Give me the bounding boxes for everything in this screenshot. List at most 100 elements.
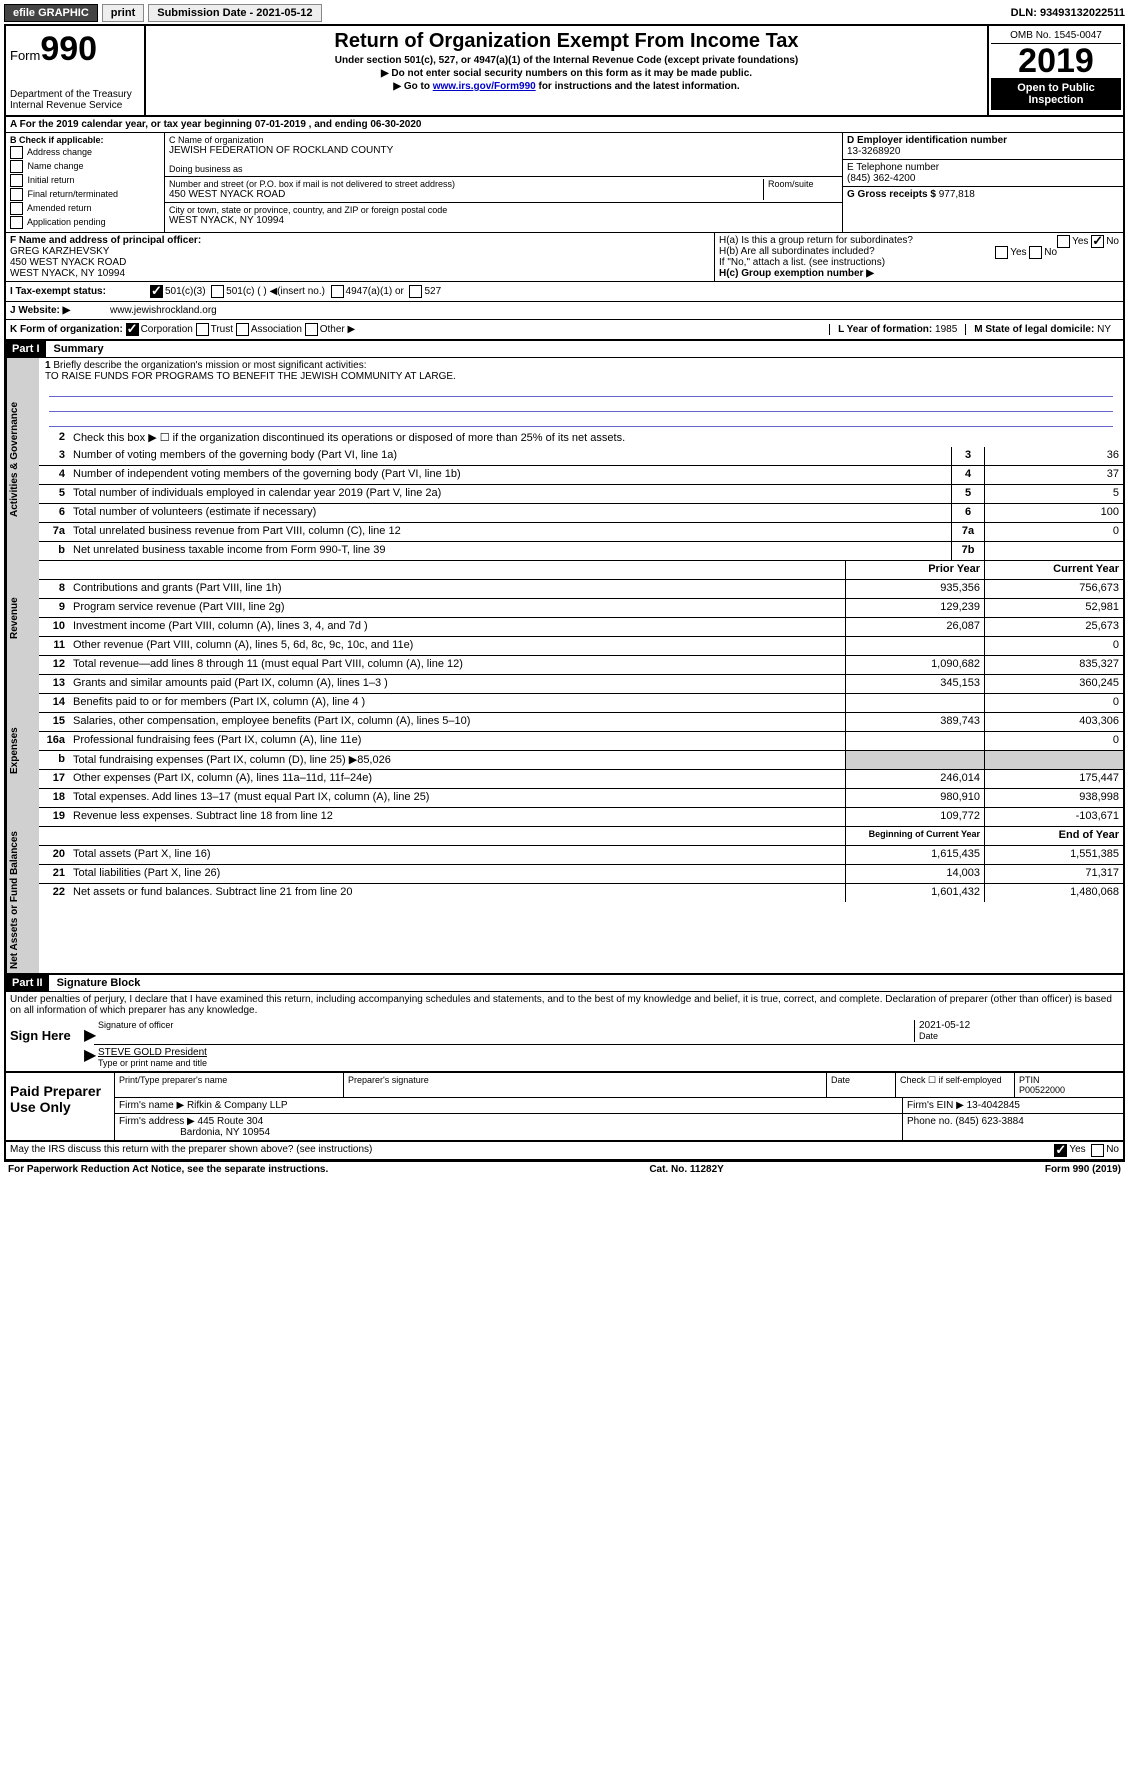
revenue-section: Revenue Prior YearCurrent Year 8Contribu… (6, 561, 1123, 675)
cb-527[interactable] (409, 285, 422, 298)
pra-notice: For Paperwork Reduction Act Notice, see … (8, 1164, 328, 1175)
line20: Total assets (Part X, line 16) (69, 846, 845, 864)
h-note: If "No," attach a list. (see instruction… (719, 257, 1119, 268)
val7a: 0 (984, 523, 1123, 541)
p13: 345,153 (845, 675, 984, 693)
p9: 129,239 (845, 599, 984, 617)
val6: 100 (984, 504, 1123, 522)
section-h: H(a) Is this a group return for subordin… (715, 233, 1123, 281)
section-deg: D Employer identification number 13-3268… (843, 133, 1123, 232)
val7b (984, 542, 1123, 560)
p18: 980,910 (845, 789, 984, 807)
room-label: Room/suite (763, 179, 838, 200)
org-name: JEWISH FEDERATION OF ROCKLAND COUNTY (169, 145, 838, 156)
end-year-header: End of Year (984, 827, 1123, 845)
header-center: Return of Organization Exempt From Incom… (146, 26, 987, 115)
paid-preparer: Paid Preparer Use Only Print/Type prepar… (6, 1073, 1123, 1142)
g-label: G Gross receipts $ (847, 189, 939, 200)
begin-year-header: Beginning of Current Year (845, 827, 984, 845)
part2-header: Part II Signature Block (6, 975, 1123, 992)
cb-discuss-yes[interactable] (1054, 1144, 1067, 1157)
cb-name-change[interactable]: Name change (10, 160, 160, 173)
line2: Check this box ▶ ☐ if the organization d… (69, 429, 1123, 447)
year-formation: 1985 (935, 324, 957, 335)
d-label: D Employer identification number (847, 135, 1007, 146)
form-990: Form990 Department of the Treasury Inter… (4, 24, 1125, 1162)
firm-addr: 445 Route 304 (198, 1116, 264, 1127)
line13: Grants and similar amounts paid (Part IX… (69, 675, 845, 693)
p22: 1,601,432 (845, 884, 984, 902)
c-name-label: C Name of organization (169, 135, 838, 145)
header-sub3: ▶ Go to www.irs.gov/Form990 for instruct… (150, 81, 983, 92)
p15: 389,743 (845, 713, 984, 731)
line22: Net assets or fund balances. Subtract li… (69, 884, 845, 902)
c13: 360,245 (984, 675, 1123, 693)
c21: 71,317 (984, 865, 1123, 883)
cb-other[interactable] (305, 323, 318, 336)
c20: 1,551,385 (984, 846, 1123, 864)
cb-initial-return[interactable]: Initial return (10, 174, 160, 187)
city-label: City or town, state or province, country… (169, 205, 838, 215)
instructions-link[interactable]: www.irs.gov/Form990 (433, 81, 536, 92)
cb-address-change[interactable]: Address change (10, 146, 160, 159)
c18: 938,998 (984, 789, 1123, 807)
ha-label: H(a) Is this a group return for subordin… (719, 235, 913, 246)
cb-app-pending[interactable]: Application pending (10, 216, 160, 229)
section-j: J Website: ▶ www.jewishrockland.org (6, 302, 1123, 320)
section-f: F Name and address of principal officer:… (6, 233, 715, 281)
prep-date-label: Date (827, 1073, 896, 1097)
e-label: E Telephone number (847, 162, 939, 173)
line17: Other expenses (Part IX, column (A), lin… (69, 770, 845, 788)
p16a (845, 732, 984, 750)
cb-501c3[interactable] (150, 285, 163, 298)
cb-4947[interactable] (331, 285, 344, 298)
submission-date: Submission Date - 2021-05-12 (148, 4, 321, 22)
line16a: Professional fundraising fees (Part IX, … (69, 732, 845, 750)
officer-name: GREG KARZHEVSKY (10, 246, 109, 257)
line14: Benefits paid to or for members (Part IX… (69, 694, 845, 712)
page-footer: For Paperwork Reduction Act Notice, see … (4, 1162, 1125, 1177)
sig-officer-label: Signature of officer (98, 1020, 914, 1042)
part2-tag: Part II (6, 975, 49, 991)
firm-name: Rifkin & Company LLP (187, 1100, 288, 1111)
cb-corp[interactable] (126, 323, 139, 336)
activities-governance: Activities & Governance 1 Briefly descri… (6, 358, 1123, 561)
cb-amended[interactable]: Amended return (10, 202, 160, 215)
line4: Number of independent voting members of … (69, 466, 951, 484)
tax-year: 2019 (991, 44, 1121, 78)
c17: 175,447 (984, 770, 1123, 788)
form-title: Return of Organization Exempt From Incom… (150, 30, 983, 53)
cb-final-return[interactable]: Final return/terminated (10, 188, 160, 201)
line8: Contributions and grants (Part VIII, lin… (69, 580, 845, 598)
sign-here-label: Sign Here (6, 1018, 84, 1071)
p8: 935,356 (845, 580, 984, 598)
side-expenses: Expenses (6, 675, 39, 827)
ptin: P00522000 (1019, 1085, 1065, 1095)
line18: Total expenses. Add lines 13–17 (must eq… (69, 789, 845, 807)
val5: 5 (984, 485, 1123, 503)
p14 (845, 694, 984, 712)
k-label: K Form of organization: (10, 324, 123, 335)
p10: 26,087 (845, 618, 984, 636)
cb-discuss-no[interactable] (1091, 1144, 1104, 1157)
cb-assoc[interactable] (236, 323, 249, 336)
line6: Total number of volunteers (estimate if … (69, 504, 951, 522)
part2-title: Signature Block (49, 977, 141, 989)
gross-receipts: 977,818 (939, 189, 975, 200)
header-sub1: Under section 501(c), 527, or 4947(a)(1)… (150, 55, 983, 66)
efile-button[interactable]: efile GRAPHIC (4, 4, 98, 22)
side-netassets: Net Assets or Fund Balances (6, 827, 39, 973)
section-c: C Name of organization JEWISH FEDERATION… (165, 133, 843, 232)
cb-trust[interactable] (196, 323, 209, 336)
c10: 25,673 (984, 618, 1123, 636)
c8: 756,673 (984, 580, 1123, 598)
print-button[interactable]: print (102, 4, 144, 22)
officer-addr2: WEST NYACK, NY 10994 (10, 268, 125, 279)
section-b: B Check if applicable: Address change Na… (6, 133, 165, 232)
expenses-section: Expenses 13Grants and similar amounts pa… (6, 675, 1123, 827)
val3: 36 (984, 447, 1123, 465)
part1-header: Part I Summary (6, 341, 1123, 358)
prep-name-label: Print/Type preparer's name (115, 1073, 344, 1097)
val4: 37 (984, 466, 1123, 484)
cb-501c[interactable] (211, 285, 224, 298)
